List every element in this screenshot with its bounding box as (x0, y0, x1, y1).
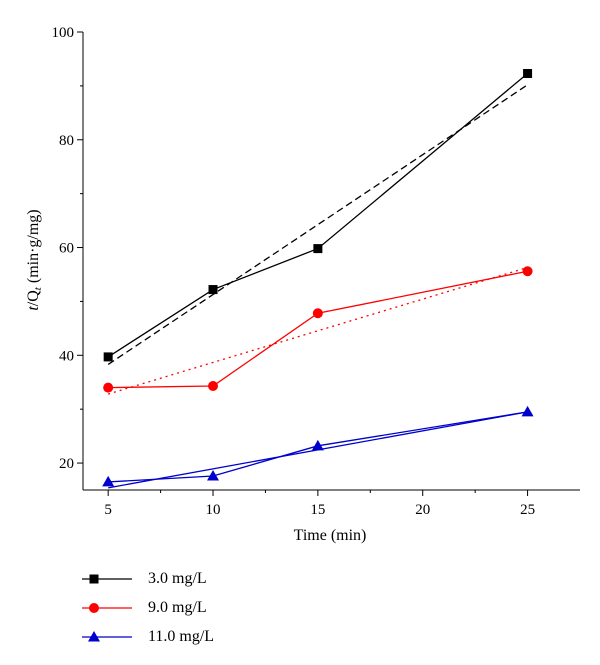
data-point (102, 475, 115, 487)
y-axis-label: t/Qt (min·g/mg) (25, 209, 44, 310)
y-tick-label: 20 (59, 456, 74, 472)
series-line-1 (108, 270, 528, 389)
y-tick-label: 80 (59, 133, 74, 149)
y-tick-label: 40 (59, 348, 74, 364)
legend-item: 9.0 mg/L (80, 595, 320, 620)
data-point (207, 469, 220, 481)
data-point (208, 285, 218, 295)
data-point (523, 68, 533, 78)
y-tick-label: 100 (52, 25, 75, 41)
chart-svg: 5 10 15 20 25 20 40 60 80 100 Time (min) t/Qt (mi… (25, 25, 580, 544)
x-tick-label: 20 (415, 502, 430, 518)
legend-swatch-square (82, 574, 132, 583)
fit-line-1 (107, 266, 528, 395)
legend-label: 11.0 mg/L (148, 627, 215, 645)
x-tick-label: 5 (104, 502, 112, 518)
series-line-2 (108, 411, 528, 483)
legend-marker (89, 574, 99, 583)
legend-label: 9.0 mg/L (148, 598, 207, 616)
series-group (102, 68, 534, 487)
legend-item: 11.0 mg/L (80, 624, 320, 649)
data-point (522, 266, 533, 277)
data-point (312, 308, 323, 319)
axes: 5 10 15 20 25 20 40 60 80 100 (52, 25, 580, 518)
data-point (313, 244, 323, 254)
series-line-0 (107, 72, 528, 358)
fit-lines (107, 84, 528, 489)
y-tick-label: 60 (59, 241, 74, 257)
x-tick-label: 10 (206, 502, 221, 518)
legend-marker (88, 630, 100, 641)
legend-marker (89, 602, 99, 613)
x-axis-label: Time (min) (294, 527, 367, 544)
data-point (103, 382, 114, 393)
data-point (208, 381, 219, 392)
data-point (521, 405, 534, 417)
data-point (311, 439, 324, 451)
x-tick-label: 25 (520, 502, 535, 518)
legend-swatch-triangle (82, 630, 132, 641)
legend: 3.0 mg/L 9.0 mg/L 11.0 mg/L (80, 566, 320, 654)
legend-item: 3.0 mg/L (80, 566, 320, 591)
legend-label: 3.0 mg/L (148, 569, 207, 587)
x-tick-label: 15 (310, 502, 325, 518)
data-point (103, 352, 113, 362)
legend-swatch-circle (82, 602, 132, 613)
